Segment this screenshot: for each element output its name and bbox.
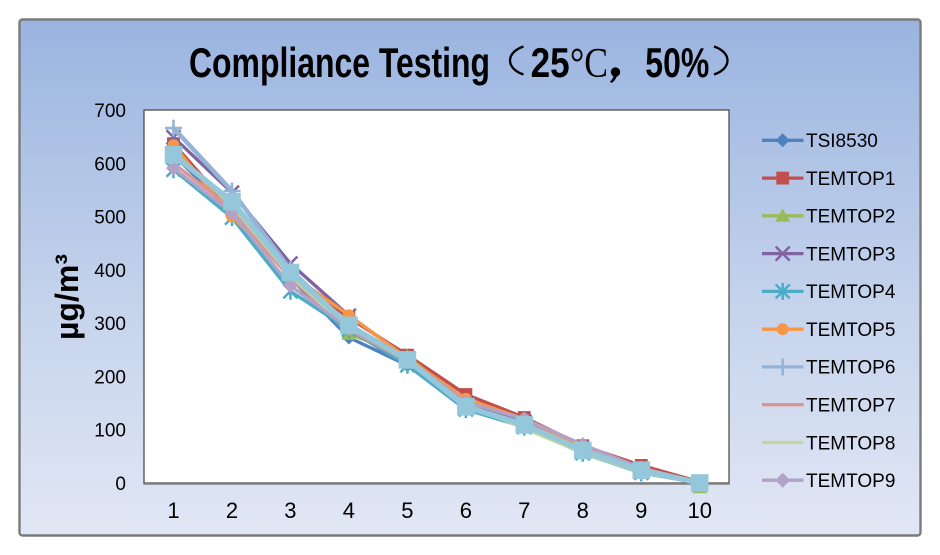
svg-text:5: 5 — [401, 498, 413, 523]
svg-text:700: 700 — [94, 101, 126, 122]
svg-text:TEMTOP9: TEMTOP9 — [806, 471, 895, 492]
svg-text:4: 4 — [343, 498, 355, 523]
svg-text:°C: °C — [570, 41, 608, 87]
svg-text:3: 3 — [284, 498, 296, 523]
svg-text:TEMTOP5: TEMTOP5 — [806, 320, 895, 341]
svg-text:500: 500 — [94, 208, 126, 229]
svg-text:200: 200 — [94, 367, 126, 388]
svg-text:0: 0 — [115, 474, 126, 495]
svg-text:9: 9 — [635, 498, 647, 523]
svg-text:1: 1 — [167, 498, 179, 523]
svg-text:25: 25 — [531, 39, 570, 86]
svg-text:10: 10 — [687, 498, 711, 523]
svg-text:400: 400 — [94, 261, 126, 282]
svg-text:50%: 50% — [645, 39, 709, 86]
svg-text:600: 600 — [94, 154, 126, 175]
svg-text:TEMTOP2: TEMTOP2 — [806, 207, 895, 228]
svg-text:µg/m³: µg/m³ — [49, 254, 85, 340]
svg-text:TEMTOP7: TEMTOP7 — [806, 396, 895, 417]
svg-text:TEMTOP6: TEMTOP6 — [806, 358, 895, 379]
svg-text:300: 300 — [94, 314, 126, 335]
svg-text:TEMTOP3: TEMTOP3 — [806, 244, 895, 265]
svg-text:TEMTOP1: TEMTOP1 — [806, 169, 895, 190]
svg-text:Compliance Testing: Compliance Testing — [189, 39, 490, 86]
svg-text:7: 7 — [518, 498, 530, 523]
svg-text:2: 2 — [226, 498, 238, 523]
svg-text:TEMTOP8: TEMTOP8 — [806, 433, 895, 454]
svg-text:TEMTOP4: TEMTOP4 — [806, 282, 896, 303]
svg-text:6: 6 — [460, 498, 472, 523]
svg-text:100: 100 — [94, 421, 126, 442]
svg-text:TSI8530: TSI8530 — [806, 131, 878, 152]
svg-text:8: 8 — [577, 498, 589, 523]
